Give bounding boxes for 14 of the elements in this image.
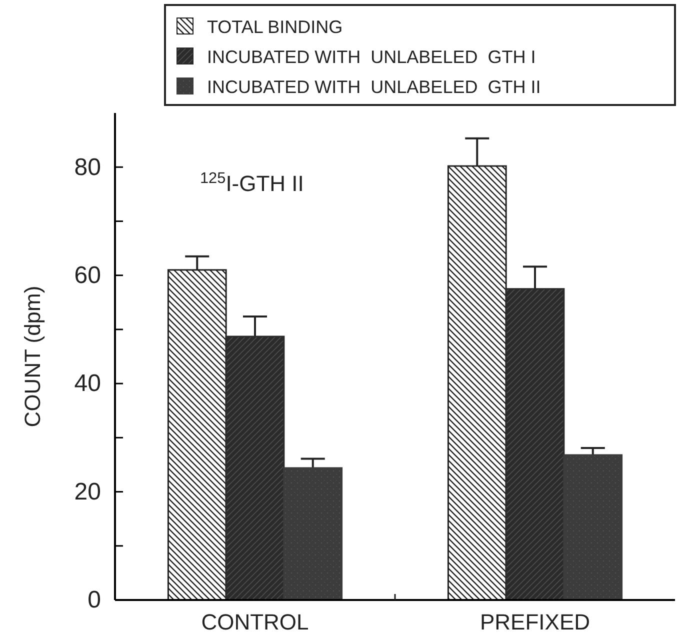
bar — [563, 454, 623, 601]
x-tick-label: CONTROL — [201, 610, 309, 635]
y-tick-label: 40 — [74, 370, 101, 398]
bar — [283, 467, 343, 601]
annotation: $^{125}$I-GTH II — [200, 170, 304, 196]
y-tick-label: 0 — [88, 586, 101, 614]
legend-label: TOTAL BINDING — [207, 17, 343, 37]
y-tick-label: 60 — [74, 262, 101, 290]
y-tick-label: 20 — [74, 478, 101, 506]
y-axis-title: COUNT (dpm) — [20, 286, 45, 428]
legend-label: INCUBATED WITH UNLABELED GTH II — [207, 77, 541, 97]
y-tick-label: 80 — [74, 154, 101, 181]
x-tick-label: PREFIXED — [480, 610, 590, 635]
legend-label: INCUBATED WITH UNLABELED GTH I — [207, 47, 536, 67]
